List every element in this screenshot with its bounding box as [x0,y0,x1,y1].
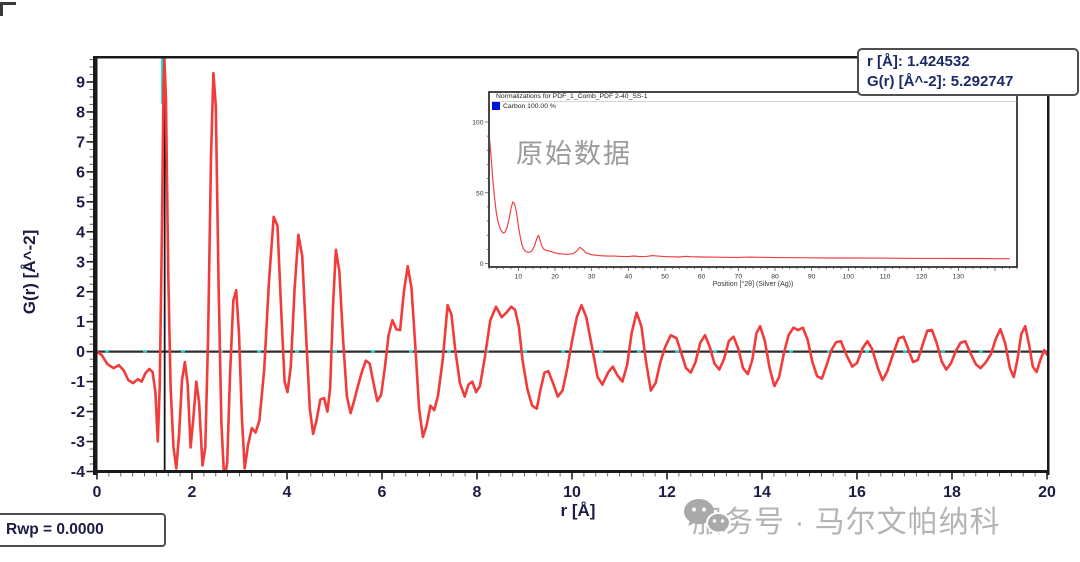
svg-text:-1: -1 [71,374,85,391]
svg-text:80: 80 [771,274,779,281]
svg-text:18: 18 [943,484,961,501]
svg-text:3: 3 [76,254,85,271]
inset-title: Normalizations for PDF_1_Comb_PDF 2-40_S… [496,93,648,100]
inset-annotation: 原始数据 [516,139,632,169]
svg-text:-4: -4 [71,464,85,481]
svg-text:0: 0 [93,484,102,501]
svg-text:50: 50 [661,274,669,281]
svg-text:0: 0 [76,344,85,361]
svg-text:40: 40 [625,274,633,281]
y-axis-label: G(r) [Å^-2] [20,229,39,315]
svg-text:5: 5 [76,194,85,211]
svg-text:10: 10 [563,484,581,501]
svg-text:4: 4 [76,224,85,241]
svg-text:9: 9 [76,74,85,91]
svg-text:8: 8 [473,484,482,501]
inset-x-axis-label: Position [°2θ] (Silver (Ag)) [712,281,794,288]
svg-text:1: 1 [76,314,85,331]
svg-text:10: 10 [515,274,523,281]
svg-text:2: 2 [76,284,85,301]
svg-text:30: 30 [588,274,596,281]
svg-text:0: 0 [480,261,484,268]
rwp-status-badge: Rwp = 0.0000 [0,513,166,547]
inset-legend-label: Carbon 100.00 % [503,102,556,110]
window-corner-mark [0,2,16,16]
svg-text:6: 6 [378,484,387,501]
svg-text:20: 20 [1038,484,1056,501]
svg-text:60: 60 [698,274,706,281]
svg-text:120: 120 [916,274,928,281]
inset-legend: Carbon 100.00 % [492,102,556,110]
svg-text:2: 2 [188,484,197,501]
svg-text:90: 90 [808,274,816,281]
svg-text:16: 16 [848,484,866,501]
tooltip-r-value: r [Å]: 1.424532 [867,53,970,70]
watermark-text: 服务号 · 马尔文帕纳科 [692,506,1001,539]
svg-text:8: 8 [76,104,85,121]
svg-text:12: 12 [658,484,676,501]
svg-text:110: 110 [880,274,891,281]
watermark: 服务号 · 马尔文帕纳科 [683,497,1001,541]
svg-text:6: 6 [76,164,85,181]
inset-legend-swatch [492,102,500,110]
x-axis-label: r [Å] [560,501,596,520]
svg-text:7: 7 [76,134,85,151]
svg-text:100: 100 [472,120,484,127]
cursor-readout-tooltip: r [Å]: 1.424532 G(r) [Å^-2]: 5.292747 [857,48,1079,96]
svg-text:20: 20 [551,274,559,281]
svg-text:100: 100 [843,274,855,281]
svg-text:50: 50 [476,190,484,197]
svg-text:70: 70 [735,274,743,281]
svg-text:14: 14 [753,484,771,501]
tooltip-g-value: G(r) [Å^-2]: 5.292747 [867,73,1014,90]
svg-text:-2: -2 [71,404,85,421]
svg-text:4: 4 [283,484,292,501]
svg-text:130: 130 [953,274,965,281]
svg-text:-3: -3 [71,434,85,451]
